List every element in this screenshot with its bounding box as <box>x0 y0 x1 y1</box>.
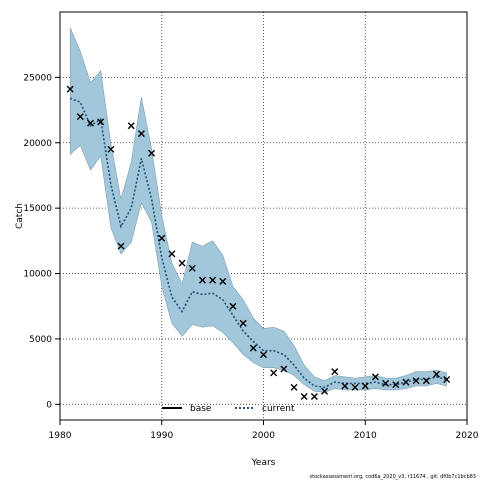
observed-point-stroke <box>219 277 227 285</box>
observed-point <box>361 382 369 390</box>
x-tick-label: 2000 <box>252 431 275 441</box>
observed-point-stroke <box>371 373 379 381</box>
x-tick-label: 1980 <box>49 431 72 441</box>
observed-point <box>331 368 339 376</box>
x-tick-label: 1990 <box>150 431 173 441</box>
legend-label-base: base <box>190 404 212 414</box>
y-tick-label: 0 <box>46 400 52 410</box>
observed-point <box>168 250 176 258</box>
observed-point-stroke <box>87 119 95 127</box>
observed-point-stroke <box>117 242 125 250</box>
observed-point <box>443 375 451 383</box>
observed-markers <box>66 85 451 400</box>
y-axis-ticks: 0 5000 10000 15000 20000 25000 <box>23 73 60 410</box>
observed-point-stroke <box>137 130 145 138</box>
observed-point-stroke <box>412 377 420 385</box>
legend: base current <box>162 404 295 414</box>
y-tick-label: 10000 <box>23 270 52 280</box>
y-tick-label: 25000 <box>23 73 52 83</box>
observed-point-stroke <box>331 368 339 376</box>
observed-point-stroke <box>249 344 257 352</box>
observed-point <box>290 383 298 391</box>
observed-point-stroke <box>97 118 105 126</box>
confidence-band <box>69 27 447 393</box>
observed-point-stroke <box>402 378 410 386</box>
observed-point <box>402 378 410 386</box>
observed-point-stroke <box>229 302 237 310</box>
observed-point <box>270 369 278 377</box>
x-tick-label: 2020 <box>456 431 479 441</box>
observed-point <box>310 392 318 400</box>
y-axis-title: Catch <box>15 203 25 229</box>
observed-point <box>229 302 237 310</box>
observed-point <box>87 119 95 127</box>
observed-point-stroke <box>422 377 430 385</box>
observed-point <box>432 370 440 378</box>
observed-point-stroke <box>382 379 390 387</box>
observed-point <box>137 130 145 138</box>
observed-point <box>219 277 227 285</box>
observed-point <box>280 365 288 373</box>
observed-point <box>239 319 247 327</box>
y-tick-label: 20000 <box>23 139 52 149</box>
y-tick-label: 15000 <box>23 204 52 214</box>
observed-point <box>382 379 390 387</box>
observed-point-stroke <box>168 250 176 258</box>
observed-point-stroke <box>127 122 135 130</box>
observed-point-stroke <box>280 365 288 373</box>
observed-point-stroke <box>66 85 74 93</box>
observed-point-stroke <box>361 382 369 390</box>
observed-point <box>422 377 430 385</box>
observed-point <box>76 113 84 121</box>
observed-point <box>127 122 135 130</box>
observed-point <box>198 276 206 284</box>
observed-point-stroke <box>188 264 196 272</box>
legend-label-current: current <box>262 404 295 414</box>
observed-point <box>97 118 105 126</box>
observed-point <box>117 242 125 250</box>
observed-point-stroke <box>290 383 298 391</box>
observed-point <box>66 85 74 93</box>
observed-point-stroke <box>321 387 329 395</box>
observed-point <box>392 381 400 389</box>
observed-point-stroke <box>270 369 278 377</box>
observed-point <box>300 392 308 400</box>
observed-point-stroke <box>351 383 359 391</box>
observed-point <box>341 382 349 390</box>
observed-point-stroke <box>178 259 186 267</box>
observed-point-stroke <box>148 149 156 157</box>
x-tick-label: 2010 <box>354 431 377 441</box>
observed-point-stroke <box>158 234 166 242</box>
observed-point <box>178 259 186 267</box>
x-axis-ticks: 1980 1990 2000 2010 2020 <box>49 420 479 441</box>
observed-point-stroke <box>432 370 440 378</box>
observed-point-stroke <box>310 392 318 400</box>
x-axis-title: Years <box>251 458 276 468</box>
observed-point-stroke <box>300 392 308 400</box>
observed-point-stroke <box>198 276 206 284</box>
y-tick-label: 5000 <box>29 335 52 345</box>
observed-point <box>188 264 196 272</box>
observed-point <box>260 351 267 359</box>
observed-point <box>158 234 166 242</box>
observed-point-stroke <box>341 382 349 390</box>
observed-point-stroke <box>260 351 267 359</box>
observed-point-stroke <box>443 375 451 383</box>
observed-point-stroke <box>392 381 400 389</box>
observed-point <box>107 145 115 153</box>
footer-note: stockassessment.org, cod6a_2020_v3, r116… <box>310 474 476 480</box>
observed-point <box>351 383 359 391</box>
confidence-band-area <box>69 27 447 393</box>
observed-point <box>148 149 156 157</box>
observed-point-stroke <box>239 319 247 327</box>
observed-point <box>249 344 257 352</box>
observed-point <box>209 276 217 284</box>
observed-point <box>371 373 379 381</box>
observed-point-stroke <box>76 113 84 121</box>
observed-point-stroke <box>209 276 217 284</box>
observed-point-stroke <box>107 145 115 153</box>
observed-point <box>321 387 329 395</box>
observed-point <box>412 377 420 385</box>
